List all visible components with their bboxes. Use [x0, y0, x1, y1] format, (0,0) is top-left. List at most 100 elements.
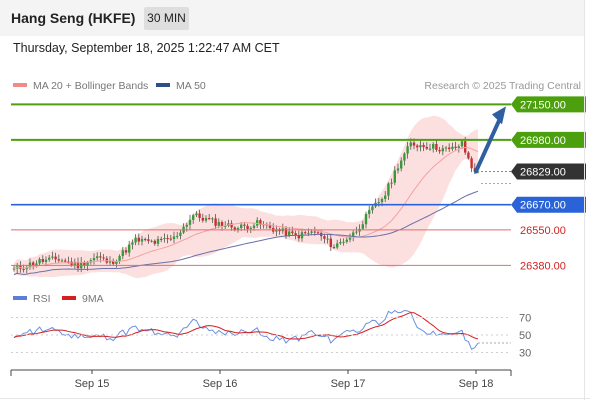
header-bar: Hang Seng (HKFE) 30 MIN — [0, 0, 584, 36]
rsi-tick-label-1: 50 — [519, 330, 531, 342]
candle-body — [156, 238, 160, 244]
candle-body — [96, 256, 99, 259]
candle-body — [217, 221, 220, 226]
level-label-box — [511, 131, 586, 148]
candle-body — [444, 147, 448, 149]
level-label-box — [511, 96, 586, 113]
candle-body — [51, 256, 54, 258]
level-pivot-3: 26670.00 — [11, 196, 586, 213]
candle-body — [131, 242, 134, 245]
candle-body — [393, 170, 396, 183]
candle-body — [438, 149, 441, 152]
level-label-box — [511, 163, 586, 180]
candle-body — [403, 153, 406, 161]
legend-rsi-ma: 9MA — [62, 293, 104, 305]
forecast-arrow-head — [492, 106, 506, 125]
candle-body — [179, 232, 182, 236]
candle-body — [432, 144, 435, 149]
timeframe-button[interactable]: 30 MIN — [144, 7, 189, 30]
candle-body — [150, 240, 153, 242]
candle-body — [457, 146, 460, 148]
candle-body — [400, 160, 403, 169]
candle-body — [355, 231, 358, 233]
candle-body — [384, 195, 387, 199]
ma20-line — [13, 146, 479, 269]
candle-body — [236, 228, 240, 231]
candle-body — [464, 141, 467, 153]
legend-ma20-label: MA 20 + Bollinger Bands — [33, 80, 149, 92]
candle-body — [41, 259, 44, 262]
candle-body — [201, 217, 204, 221]
candle-body — [64, 260, 67, 262]
candle-body — [454, 146, 457, 148]
candle-body — [246, 225, 249, 229]
candle-body — [22, 268, 25, 270]
candle-body — [188, 219, 192, 225]
legend-rsi: RSI — [13, 293, 51, 305]
candle-body — [329, 238, 332, 248]
candle-body — [12, 268, 16, 270]
candle-body — [134, 237, 137, 243]
level-resistance-1: 26980.00 — [11, 131, 586, 148]
candle-body — [348, 236, 352, 240]
level-label-box — [511, 196, 586, 213]
level-label: 26380.00 — [520, 260, 566, 272]
candle-body — [304, 232, 307, 234]
copyright: Research © 2025 Trading Central — [424, 80, 581, 92]
candle-body — [160, 238, 163, 240]
rsi-swatch-icon — [13, 296, 27, 301]
candle-body — [380, 198, 384, 203]
candle-body — [60, 260, 64, 262]
candle-body — [352, 232, 355, 237]
candle-body — [83, 261, 86, 266]
candle-body — [470, 158, 473, 169]
candle-body — [198, 213, 201, 218]
candle-body — [275, 229, 278, 232]
legend-ma50-label: MA 50 — [176, 80, 206, 92]
candle-body — [44, 259, 48, 262]
candle-body — [416, 145, 419, 148]
candle-body — [268, 225, 272, 228]
timestamp: Thursday, September 18, 2025 1:22:47 AM … — [13, 41, 280, 55]
candle-body — [153, 240, 156, 244]
candle-body — [185, 224, 188, 227]
level-label: 26670.00 — [520, 200, 566, 212]
x-tick-label-0: Sep 15 — [75, 378, 110, 390]
level-support-5: 26380.00 — [11, 260, 566, 272]
instrument-title: Hang Seng (HKFE) — [11, 10, 136, 26]
candle-body — [67, 261, 70, 263]
candle-body — [342, 241, 345, 243]
candle-body — [243, 224, 246, 226]
candle-body — [390, 182, 393, 184]
legend-ma20: MA 20 + Bollinger Bands — [13, 80, 148, 92]
candle-body — [451, 146, 454, 150]
candle-body — [361, 224, 364, 229]
level-resistance-0: 27150.00 — [11, 96, 586, 113]
candle-body — [310, 231, 313, 233]
candle-body — [409, 142, 412, 147]
candle-body — [345, 239, 348, 242]
candle-body — [32, 262, 35, 266]
rsi-ma-line — [13, 312, 479, 340]
candle-body — [99, 256, 102, 258]
rsi-tick-label-0: 70 — [519, 313, 531, 325]
frame-right-border — [584, 0, 585, 400]
candle-body — [284, 228, 288, 236]
candle-body — [307, 232, 310, 234]
candle-body — [332, 247, 336, 249]
candle-body — [467, 152, 470, 159]
candle-body — [377, 202, 380, 204]
candle-body — [220, 221, 224, 227]
x-tick-label-2: Sep 17 — [331, 378, 366, 390]
candle-body — [48, 257, 51, 260]
candle-body — [176, 235, 179, 237]
candle-body — [115, 261, 118, 264]
candle-body — [121, 250, 124, 257]
candle-body — [435, 144, 438, 150]
ma20-swatch-icon — [13, 83, 27, 88]
level-label: 27150.00 — [520, 99, 566, 111]
candle-body — [169, 238, 172, 240]
candle-body — [208, 218, 211, 220]
candle-body — [323, 236, 326, 239]
candle-body — [137, 237, 140, 242]
